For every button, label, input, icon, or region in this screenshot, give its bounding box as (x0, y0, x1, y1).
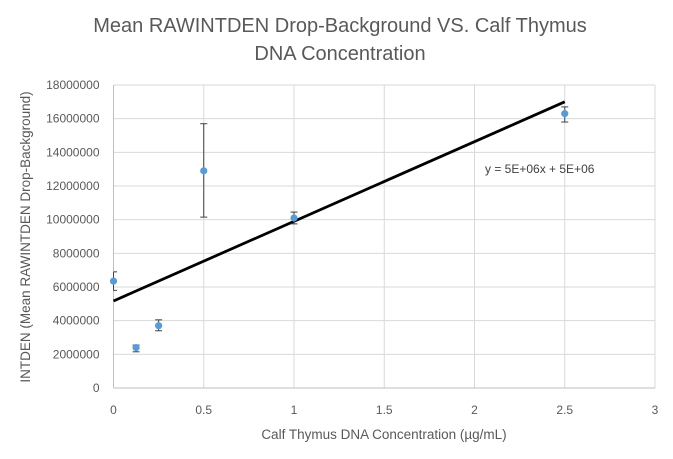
y-tick-label: 16000000 (46, 112, 100, 126)
x-axis-label: Calf Thymus DNA Concentration (µg/mL) (261, 427, 506, 442)
y-tick-label: 18000000 (46, 78, 100, 92)
trendline-equation: y = 5E+06x + 5E+06 (485, 162, 595, 176)
x-tick-label: 2 (471, 403, 478, 417)
x-tick-label: 1.5 (376, 403, 393, 417)
data-point (109, 277, 118, 285)
y-tick-label: 12000000 (46, 179, 100, 193)
y-tick-label: 14000000 (46, 145, 100, 159)
y-tick-label: 6000000 (53, 280, 100, 294)
x-tick-label: 0.5 (195, 403, 212, 417)
data-point (200, 167, 208, 175)
chart-title-line-1: Mean RAWINTDEN Drop-Background VS. Calf … (93, 15, 587, 37)
x-tick-label: 3 (652, 403, 659, 417)
x-tick-label: 1 (291, 403, 298, 417)
data-point (155, 322, 163, 330)
y-tick-label: 0 (93, 381, 100, 395)
x-tick-label: 2.5 (556, 403, 573, 417)
y-tick-label: 2000000 (53, 347, 100, 361)
data-point (290, 214, 298, 222)
trendline (112, 100, 566, 303)
data-point (132, 344, 140, 352)
data-point (561, 110, 569, 118)
y-tick-label: 4000000 (53, 314, 100, 328)
y-axis-label: INTDEN (Mean RAWINTDEN Drop-Background) (18, 91, 33, 382)
y-tick-label: 10000000 (46, 213, 100, 227)
y-tick-label: 8000000 (53, 246, 100, 260)
x-tick-label: 0 (110, 403, 117, 417)
chart-title-line-2: DNA Concentration (254, 43, 425, 65)
